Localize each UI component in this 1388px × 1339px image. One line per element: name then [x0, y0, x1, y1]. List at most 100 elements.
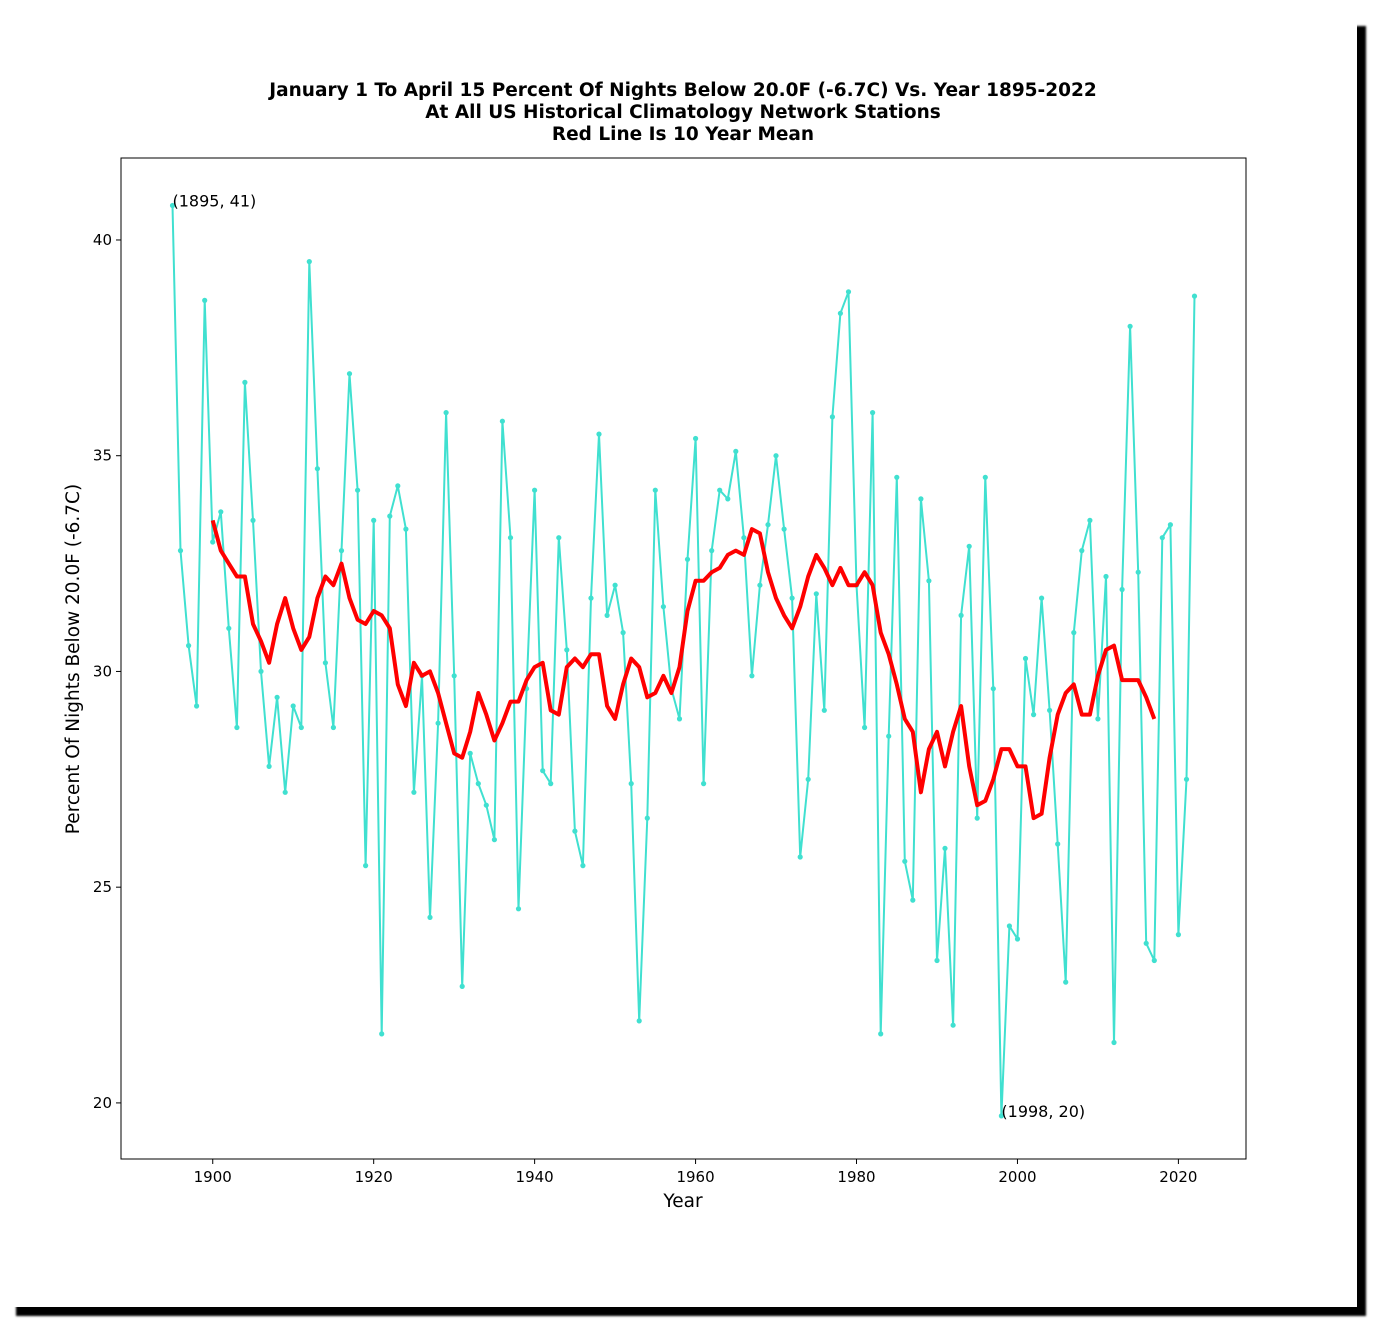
chart-title-line-1: January 1 To April 15 Percent Of Nights … [267, 80, 1096, 101]
annual-percent-point [306, 259, 312, 265]
annual-percent-point [580, 863, 586, 869]
annual-percent-point [475, 781, 481, 787]
annual-percent-point [612, 582, 618, 588]
annual-percent-point [1159, 535, 1165, 541]
annual-percent-point [886, 733, 892, 739]
annual-percent-point [338, 548, 345, 554]
annual-percent-point [1031, 712, 1037, 718]
annual-percent-point [242, 379, 248, 385]
annual-percent-point [942, 845, 948, 851]
annual-percent-point [660, 604, 667, 610]
annual-percent-point [950, 1022, 956, 1028]
annual-percent-point [363, 863, 369, 869]
annual-percent-point [982, 474, 988, 480]
annual-percent-point [427, 914, 433, 921]
annual-percent-point [701, 781, 707, 787]
annual-percent-point [186, 643, 192, 649]
annual-percent-point [1127, 323, 1133, 329]
annual-percent-point [298, 724, 304, 731]
point-annotation: (1895, 41) [173, 192, 257, 211]
annual-percent-point [1039, 595, 1045, 601]
annual-percent-point [797, 854, 803, 860]
annual-percent-point [1047, 707, 1053, 713]
annual-percent-point [870, 410, 876, 416]
annual-percent-point [934, 957, 940, 964]
annual-percent-point [725, 496, 731, 502]
annual-percent-point [346, 371, 353, 377]
annual-percent-point [330, 724, 336, 731]
annual-percent-point [845, 289, 852, 295]
annual-percent-point [676, 716, 683, 722]
annual-percent-point [322, 660, 328, 666]
annual-percent-point [379, 1031, 385, 1037]
annual-percent-point [628, 781, 634, 787]
annual-percent-point [202, 297, 208, 303]
series-layer [169, 202, 1198, 1119]
annual-percent-point [483, 802, 489, 808]
annual-percent-point [620, 630, 626, 636]
annual-percent-point [693, 435, 699, 442]
annual-percent-point [894, 474, 900, 480]
annual-percent-point [290, 703, 296, 709]
annual-percent-point [1111, 1039, 1117, 1046]
annual-percent-point [966, 543, 972, 549]
annual-percent-point [411, 789, 417, 795]
annual-percent-point [1151, 957, 1157, 964]
annual-percent-point [709, 548, 715, 554]
x-tick-label: 1920 [355, 1168, 393, 1186]
annual-percent-point [435, 720, 441, 726]
annotation-layer: (1895, 41) (1998, 20) [173, 192, 1086, 1121]
y-tick-label: 25 [93, 878, 112, 896]
annual-percent-point [652, 487, 658, 493]
annual-percent-point [596, 431, 602, 437]
annual-percent-point [177, 548, 184, 554]
annual-percent-point [910, 897, 916, 903]
annual-percent-point [1183, 776, 1190, 782]
chart-title-line-3: Red Line Is 10 Year Mean [552, 124, 814, 145]
ten-year-mean-line [210, 519, 1157, 821]
y-axis-label: Percent Of Nights Below 20.0F (-6.7C) [63, 484, 84, 834]
annual-percent-point [548, 781, 554, 787]
annual-percent-point [958, 612, 964, 619]
annual-percent-point [355, 487, 361, 493]
x-tick-label: 1900 [194, 1168, 232, 1186]
y-tick-label: 35 [93, 447, 112, 465]
annual-percent-point [1006, 923, 1013, 929]
annual-percent-point [443, 410, 449, 416]
annual-percent-point [1022, 655, 1029, 662]
annual-percent-point [813, 591, 819, 597]
annual-percent-point [540, 768, 546, 774]
annual-percent-point [226, 625, 232, 631]
annual-percent-point [805, 776, 811, 782]
plot-area-frame [120, 157, 1247, 1160]
x-tick-label: 2000 [998, 1168, 1036, 1186]
y-tick-label: 40 [93, 231, 112, 249]
y-tick-label: 30 [93, 662, 112, 680]
annual-percent-point [636, 1018, 642, 1024]
annual-percent-point [387, 513, 393, 519]
annual-percent-point [194, 703, 200, 709]
point-annotation: (1998, 20) [1001, 1102, 1085, 1121]
y-axis-ticks: 20 25 30 35 40 [93, 231, 121, 1112]
annual-percent-point [741, 535, 747, 541]
annual-percent-point [604, 612, 610, 619]
annual-percent-point [862, 724, 868, 731]
annual-percent-point [282, 789, 288, 795]
annual-percent-point [451, 673, 457, 679]
annual-percent-point [733, 448, 739, 454]
annual-percent-point [210, 539, 216, 545]
annual-percent-point [837, 310, 844, 316]
annual-percent-point [258, 668, 264, 675]
chart-title: January 1 To April 15 Percent Of Nights … [267, 80, 1096, 145]
annual-percent-point [918, 496, 924, 502]
annual-percent-point [403, 526, 409, 532]
annual-percent-point [169, 202, 176, 209]
annual-percent-point [829, 414, 836, 420]
annual-percent-point [902, 858, 908, 864]
annual-percent-point [1095, 716, 1101, 722]
annual-percent-point [765, 522, 771, 528]
annual-percent-point [556, 535, 562, 541]
annual-percent-point [998, 1113, 1005, 1119]
annual-percent-point [1071, 630, 1077, 636]
